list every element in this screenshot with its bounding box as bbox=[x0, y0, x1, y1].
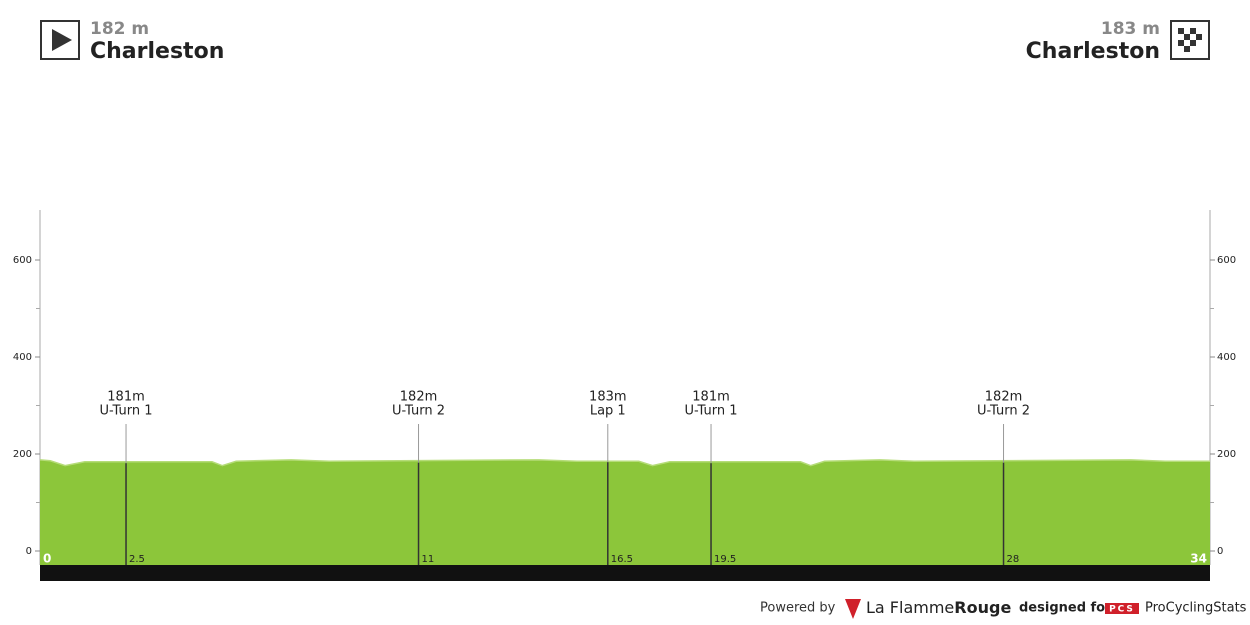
x-tick-label: 34 bbox=[1190, 552, 1207, 566]
marker-name: U-Turn 2 bbox=[977, 404, 1030, 419]
brand-a: La Flamme bbox=[866, 598, 954, 617]
marker-elevation: 181m bbox=[692, 390, 729, 405]
marker-elevation: 182m bbox=[400, 390, 437, 405]
y-tick-label-right: 200 bbox=[1217, 449, 1236, 460]
y-tick-label: 200 bbox=[13, 449, 32, 460]
designed-for: designed for bbox=[1019, 601, 1112, 616]
finish-icon bbox=[1170, 20, 1210, 60]
y-tick-label-right: 400 bbox=[1217, 352, 1236, 363]
x-tick-label: 0 bbox=[43, 552, 51, 566]
marker-elevation: 183m bbox=[589, 390, 626, 405]
marker-name: Lap 1 bbox=[590, 404, 626, 419]
brand-b: Rouge bbox=[954, 598, 1011, 617]
pcs-badge-bg bbox=[1105, 603, 1139, 614]
marker-km: 11 bbox=[422, 554, 435, 565]
brand: La FlammeRouge bbox=[866, 598, 1011, 617]
y-tick-label: 0 bbox=[26, 546, 32, 557]
marker-name: U-Turn 1 bbox=[685, 404, 738, 419]
finish-flag bbox=[1178, 28, 1202, 52]
powered-by: Powered by bbox=[760, 601, 836, 616]
pcs-badge: PCS bbox=[1109, 605, 1135, 615]
marker-elevation: 182m bbox=[985, 390, 1022, 405]
y-tick-label-right: 600 bbox=[1217, 255, 1236, 266]
start-name: Charleston bbox=[90, 39, 224, 64]
pcs-name: ProCyclingStats bbox=[1145, 601, 1247, 616]
marker-name: U-Turn 1 bbox=[100, 404, 153, 419]
marker-km: 16.5 bbox=[611, 554, 633, 565]
start-elevation: 182 m bbox=[90, 19, 149, 39]
marker-km: 2.5 bbox=[129, 554, 145, 565]
marker-km: 19.5 bbox=[714, 554, 736, 565]
y-tick-label: 400 bbox=[13, 352, 32, 363]
finish-elevation: 183 m bbox=[1101, 19, 1160, 39]
y-tick-label-right: 0 bbox=[1217, 546, 1223, 557]
y-tick-label: 600 bbox=[13, 255, 32, 266]
start-icon bbox=[40, 20, 80, 60]
flamme-logo bbox=[845, 599, 861, 619]
start-arrow bbox=[52, 29, 72, 51]
marker-name: U-Turn 2 bbox=[392, 404, 445, 419]
marker-elevation: 181m bbox=[107, 390, 144, 405]
finish-name: Charleston bbox=[1026, 39, 1160, 64]
elevation-area bbox=[40, 459, 1210, 565]
distance-bar bbox=[40, 565, 1210, 581]
marker-km: 28 bbox=[1007, 554, 1020, 565]
